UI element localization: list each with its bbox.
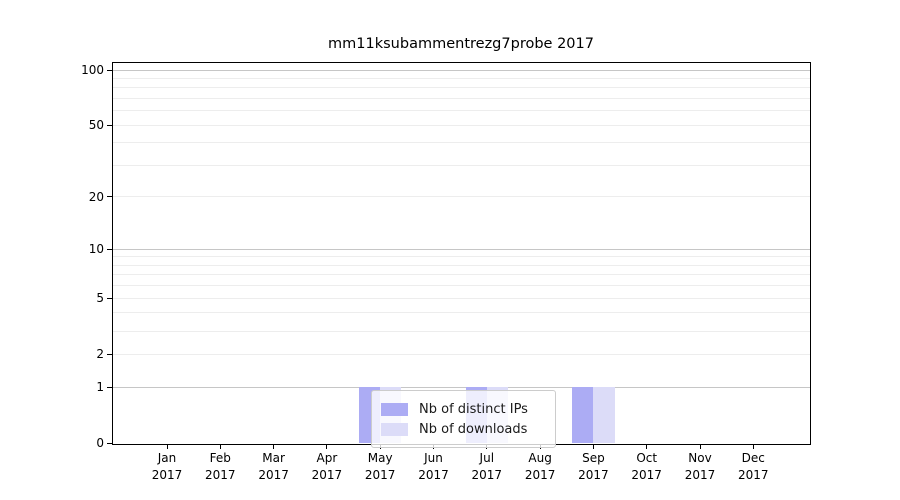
x-tick-year: 2017	[418, 468, 449, 482]
y-tick-mark	[107, 297, 112, 299]
x-tick-year: 2017	[205, 468, 236, 482]
x-tick-year: 2017	[151, 468, 183, 482]
x-tick-month: Mar	[262, 451, 285, 465]
gridline-minor	[113, 285, 810, 287]
y-tick-mark	[107, 353, 112, 355]
y-tick-label: 5	[96, 291, 104, 306]
gridline-minor	[113, 312, 810, 314]
legend: Nb of distinct IPs Nb of downloads	[371, 390, 556, 448]
x-tick-year: 2017	[684, 468, 716, 482]
gridline-minor	[113, 196, 810, 198]
gridline-minor	[113, 353, 810, 355]
gridline-minor	[113, 142, 810, 144]
x-tick-mark	[752, 444, 754, 449]
gridline-minor	[113, 264, 810, 266]
y-tick-label: 1	[96, 380, 104, 394]
y-tick-mark	[107, 196, 112, 198]
gridline-minor	[113, 256, 810, 258]
x-tick-month: Feb	[209, 451, 231, 465]
x-tick-mark	[699, 444, 701, 449]
x-tick-label-mar: Mar 2017	[242, 450, 306, 484]
y-tick-label: 0	[96, 436, 104, 450]
y-tick-mark	[107, 124, 112, 126]
x-tick-label-jan: Jan 2017	[135, 450, 199, 484]
x-tick-label-dec: Dec 2017	[721, 450, 785, 484]
gridline-minor	[113, 110, 810, 112]
y-tick-mark	[107, 442, 112, 444]
gridline-major	[113, 386, 810, 388]
x-tick-label-aug: Aug 2017	[508, 450, 572, 484]
x-tick-month: Jan	[157, 451, 177, 465]
gridline-minor	[113, 87, 810, 89]
x-tick-label-may: May 2017	[348, 450, 412, 484]
gridline-minor	[113, 297, 810, 299]
legend-row-downloads: Nb of downloads	[381, 420, 547, 438]
x-tick-mark	[273, 444, 275, 449]
x-tick-label-sep: Sep 2017	[561, 450, 625, 484]
x-tick-month: Dec	[741, 451, 765, 465]
gridline-major	[113, 248, 810, 250]
chart-title: mm11ksubammentrezg7probe 2017	[328, 36, 594, 52]
legend-label-distinct-ips: Nb of distinct IPs	[419, 401, 528, 417]
x-tick-month: Nov	[688, 451, 712, 465]
x-tick-mark	[592, 444, 594, 449]
x-tick-label-jun: Jun 2017	[402, 450, 466, 484]
gridline-minor	[113, 124, 810, 126]
gridline-minor	[113, 274, 810, 276]
x-tick-year: 2017	[311, 468, 343, 482]
x-tick-year: 2017	[631, 468, 662, 482]
x-tick-year: 2017	[471, 468, 503, 482]
y-tick-mark	[107, 248, 112, 250]
y-tick-mark	[107, 386, 112, 388]
x-tick-month: May	[367, 451, 393, 465]
x-tick-month: Oct	[636, 451, 658, 465]
gridline-minor	[113, 98, 810, 99]
x-tick-month: Sep	[582, 451, 605, 465]
gridline-minor	[113, 330, 810, 332]
x-tick-year: 2017	[258, 468, 289, 482]
plot-area-border	[112, 62, 811, 445]
y-tick-label: 10	[88, 242, 104, 257]
x-tick-year: 2017	[364, 468, 396, 482]
y-tick-label: 50	[88, 118, 104, 133]
x-tick-year: 2017	[738, 468, 769, 482]
x-tick-month: Jul	[479, 451, 495, 465]
x-tick-month: Aug	[528, 451, 552, 465]
legend-swatch-downloads	[381, 422, 408, 436]
y-tick-label: 2	[96, 347, 104, 362]
x-tick-mark	[219, 444, 221, 449]
x-tick-month: Apr	[316, 451, 338, 465]
y-tick-label: 100	[81, 63, 104, 77]
x-tick-year: 2017	[578, 468, 609, 482]
legend-row-distinct-ips: Nb of distinct IPs	[381, 400, 547, 418]
x-tick-label-feb: Feb 2017	[188, 450, 252, 484]
y-tick-label: 20	[88, 189, 104, 204]
x-tick-mark	[326, 444, 328, 449]
gridline-minor	[113, 165, 810, 166]
x-tick-year: 2017	[524, 468, 556, 482]
bar-downloads-sep	[593, 387, 615, 443]
x-tick-mark	[646, 444, 648, 449]
legend-swatch-distinct-ips	[381, 402, 408, 416]
y-tick-mark	[107, 69, 112, 71]
bar-distinct-ips-sep	[572, 387, 594, 443]
gridline-minor	[113, 77, 810, 79]
x-tick-month: Jun	[424, 451, 443, 465]
x-tick-label-apr: Apr 2017	[295, 450, 359, 484]
x-tick-label-jul: Jul 2017	[455, 450, 519, 484]
legend-label-downloads: Nb of downloads	[419, 421, 528, 437]
x-tick-label-oct: Oct 2017	[615, 450, 679, 484]
gridline-major	[113, 69, 810, 71]
x-tick-mark	[166, 444, 168, 449]
x-tick-label-nov: Nov 2017	[668, 450, 732, 484]
